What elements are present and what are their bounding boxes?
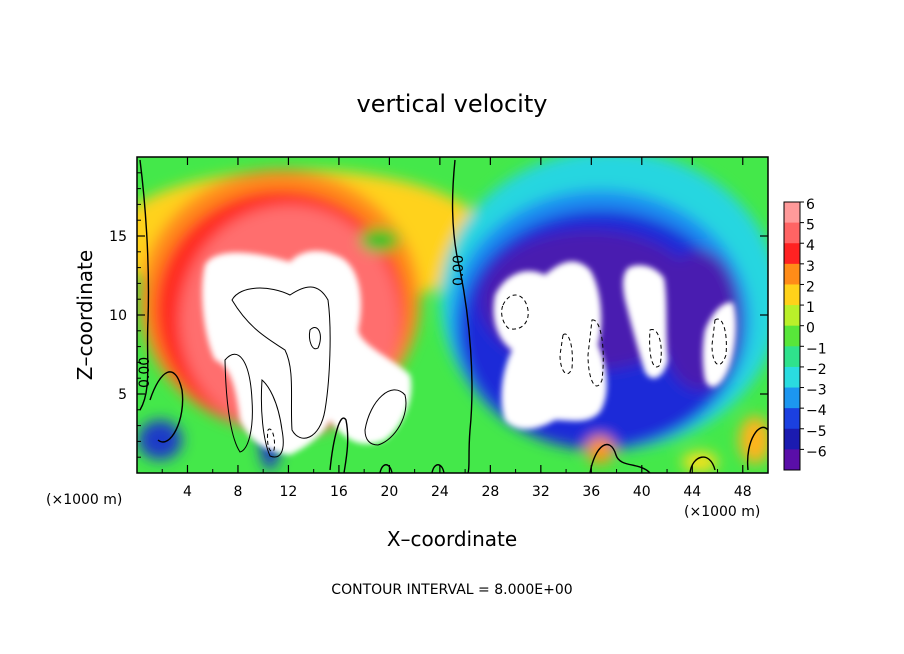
- colorbar-frame: [783, 201, 801, 471]
- colorbar-label: 5: [806, 218, 815, 234]
- colorbar-swatch: [784, 222, 800, 244]
- colorbar-swatch: [784, 428, 800, 450]
- colorbar: 6 5 4 3 2 1 0 −1 −2 −3 −4 −5 −6: [783, 197, 827, 471]
- x-unit-left: (×1000 m): [46, 492, 122, 508]
- x-unit-right: (×1000 m): [684, 504, 760, 520]
- colorbar-label: −1: [806, 341, 827, 357]
- colorbar-swatch: [784, 346, 800, 368]
- x-tick-label: 40: [633, 484, 651, 500]
- colorbar-label: −6: [806, 444, 827, 460]
- x-tick-label: 20: [380, 484, 398, 500]
- x-tick-label: 4: [183, 484, 192, 500]
- colorbar-label: 3: [806, 259, 815, 275]
- colorbar-label: 2: [806, 279, 815, 295]
- y-axis-title: Z–coordinate: [73, 250, 97, 380]
- colorbar-swatch: [784, 408, 800, 430]
- colorbar-label: 0: [806, 321, 815, 337]
- colorbar-label: 6: [806, 197, 815, 213]
- x-axis: 4 8 12 16 20 24 28 32 36 40 44 48: [161, 157, 752, 500]
- x-tick-label: 36: [582, 484, 600, 500]
- colorbar-swatch: [784, 243, 800, 265]
- x-tick-label: 28: [481, 484, 499, 500]
- contour-label-left: 0.00: [137, 357, 153, 388]
- y-tick-label: 15: [109, 229, 127, 245]
- colorbar-label: −2: [806, 362, 827, 378]
- colorbar-label: −3: [806, 383, 827, 399]
- chart-title: vertical velocity: [357, 90, 548, 118]
- x-axis-title: X–coordinate: [387, 527, 517, 551]
- x-tick-label: 16: [330, 484, 348, 500]
- x-tick-label: 48: [734, 484, 752, 500]
- colorbar-swatch: [784, 284, 800, 306]
- colorbar-swatch: [784, 202, 800, 224]
- colorbar-swatch: [784, 305, 800, 327]
- y-tick-label: 5: [118, 387, 127, 403]
- y-tick-label: 10: [109, 308, 127, 324]
- x-tick-label: 44: [683, 484, 701, 500]
- contour-label-mid: 0.00: [451, 255, 467, 286]
- colorbar-label: 4: [806, 238, 815, 254]
- contour-interval-note: CONTOUR INTERVAL = 8.000E+00: [331, 582, 572, 598]
- x-tick-label: 8: [233, 484, 242, 500]
- colorbar-label: 1: [806, 300, 815, 316]
- x-tick-label: 32: [532, 484, 550, 500]
- velocity-field: [137, 157, 768, 473]
- colorbar-label: −5: [806, 424, 827, 440]
- colorbar-label: −4: [806, 403, 827, 419]
- colorbar-swatch: [784, 325, 800, 347]
- colorbar-swatch: [784, 449, 800, 471]
- colorbar-swatch: [784, 263, 800, 285]
- colorbar-swatch: [784, 387, 800, 409]
- x-tick-label: 24: [431, 484, 449, 500]
- x-tick-label: 12: [280, 484, 298, 500]
- y-axis: 5 10 15: [109, 172, 768, 458]
- colorbar-swatch: [784, 366, 800, 389]
